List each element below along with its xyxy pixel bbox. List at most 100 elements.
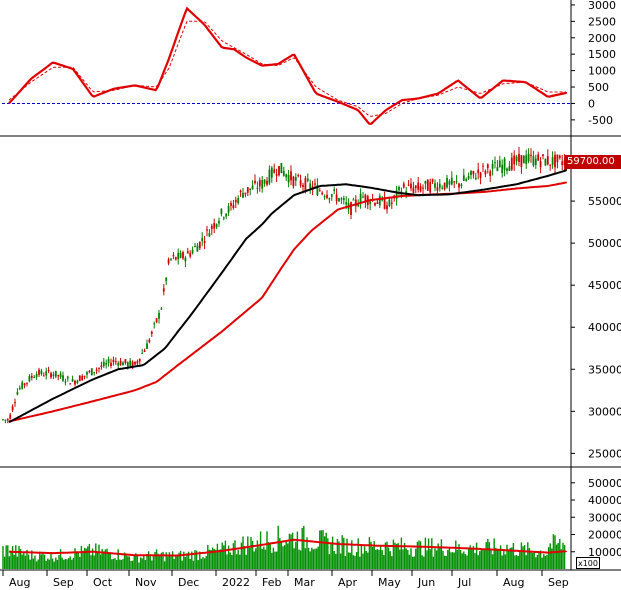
volume-bar — [333, 550, 335, 569]
candle-body — [275, 174, 278, 176]
volume-bar — [365, 550, 367, 569]
candle-body — [141, 352, 144, 354]
volume-bar — [96, 551, 99, 569]
candle-body — [438, 183, 441, 188]
moving-average-slow — [8, 181, 567, 423]
volume-bar — [315, 548, 318, 569]
volume-bar — [559, 538, 561, 569]
candle-body — [93, 372, 96, 374]
month-label: Nov — [135, 576, 157, 589]
volume-bar — [167, 556, 169, 569]
volume-bar — [403, 542, 406, 569]
volume-bar — [341, 535, 343, 569]
volume-bar — [555, 544, 558, 569]
volume-bar — [475, 542, 478, 569]
volume-bar — [15, 545, 17, 569]
volume-bar — [117, 549, 119, 569]
volume-bar — [234, 540, 236, 569]
candle-body — [270, 167, 273, 178]
volume-bar — [357, 538, 359, 569]
volume-bar — [307, 547, 310, 569]
volume-bar — [314, 548, 316, 569]
oscillator-tick-label: 2000 — [588, 32, 616, 45]
volume-bar — [419, 541, 422, 569]
volume-bar — [362, 553, 364, 569]
candle-body — [227, 206, 230, 213]
oscillator-tick-label: -500 — [588, 114, 613, 127]
volume-bar — [51, 558, 54, 569]
volume-bar — [16, 556, 19, 569]
volume-bar — [395, 543, 398, 569]
volume-bar — [27, 554, 30, 569]
candle-body — [50, 373, 52, 378]
volume-bar — [154, 552, 156, 569]
volume-bar — [387, 547, 390, 569]
volume-bar — [240, 542, 243, 569]
volume-bar — [525, 555, 527, 569]
candle-body — [124, 359, 127, 364]
volume-bar — [160, 552, 163, 569]
volume-bar — [544, 555, 547, 569]
candle-body — [208, 232, 211, 237]
volume-bar — [269, 542, 271, 569]
volume-bar — [181, 560, 183, 569]
candle-body — [148, 339, 151, 343]
volume-bar — [511, 547, 513, 569]
volume-bar — [288, 533, 291, 569]
candle-body — [258, 180, 261, 187]
volume-bar — [141, 558, 143, 569]
candle-body — [402, 183, 405, 188]
volume-bar — [93, 555, 95, 569]
candle-body — [414, 185, 417, 188]
candle-body — [153, 323, 156, 325]
candle-body — [107, 359, 110, 364]
volume-bar — [66, 559, 68, 569]
volume-bar — [549, 543, 551, 569]
volume-bar — [279, 538, 281, 569]
volume-bar — [355, 552, 358, 569]
volume-bar — [135, 553, 137, 569]
oscillator-tick-label: 1000 — [588, 65, 616, 78]
candle-body — [306, 178, 309, 181]
volume-bar — [80, 545, 83, 569]
volume-bar — [402, 549, 404, 569]
price-tick-label: 30000 — [588, 405, 621, 418]
volume-bar — [19, 548, 22, 569]
volume-bar — [99, 554, 102, 569]
candle-body — [182, 252, 184, 259]
volume-bar — [199, 551, 201, 569]
volume-bar — [29, 559, 31, 569]
candle-body — [38, 369, 40, 375]
candle-body — [350, 202, 352, 215]
candle-body — [398, 186, 400, 191]
candle-body — [155, 318, 158, 323]
volume-bar — [410, 548, 412, 569]
volume-bar — [74, 548, 76, 569]
volume-bar — [448, 547, 451, 569]
volume-bar — [560, 549, 563, 569]
volume-bar — [245, 554, 247, 569]
volume-bar — [264, 549, 267, 569]
volume-bar — [59, 549, 62, 569]
volume-bar — [258, 546, 260, 569]
candle-body — [218, 220, 220, 224]
candle-body — [359, 193, 362, 204]
volume-bar — [101, 548, 103, 569]
volume-bar — [42, 553, 44, 569]
candle-body — [539, 161, 542, 168]
volume-bar — [227, 545, 230, 569]
volume-bar — [200, 558, 203, 569]
volume-bar — [391, 556, 393, 569]
candle-body — [179, 252, 182, 258]
volume-bar — [274, 551, 276, 569]
volume-bar — [39, 551, 41, 569]
price-tick-label: 40000 — [588, 321, 621, 334]
volume-bar — [21, 554, 23, 569]
volume-tick-label: 50000 — [588, 477, 621, 490]
volume-bar — [91, 548, 94, 569]
candle-body — [561, 161, 564, 165]
volume-bar — [82, 550, 84, 569]
candle-body — [119, 360, 122, 366]
candle-body — [90, 368, 93, 376]
